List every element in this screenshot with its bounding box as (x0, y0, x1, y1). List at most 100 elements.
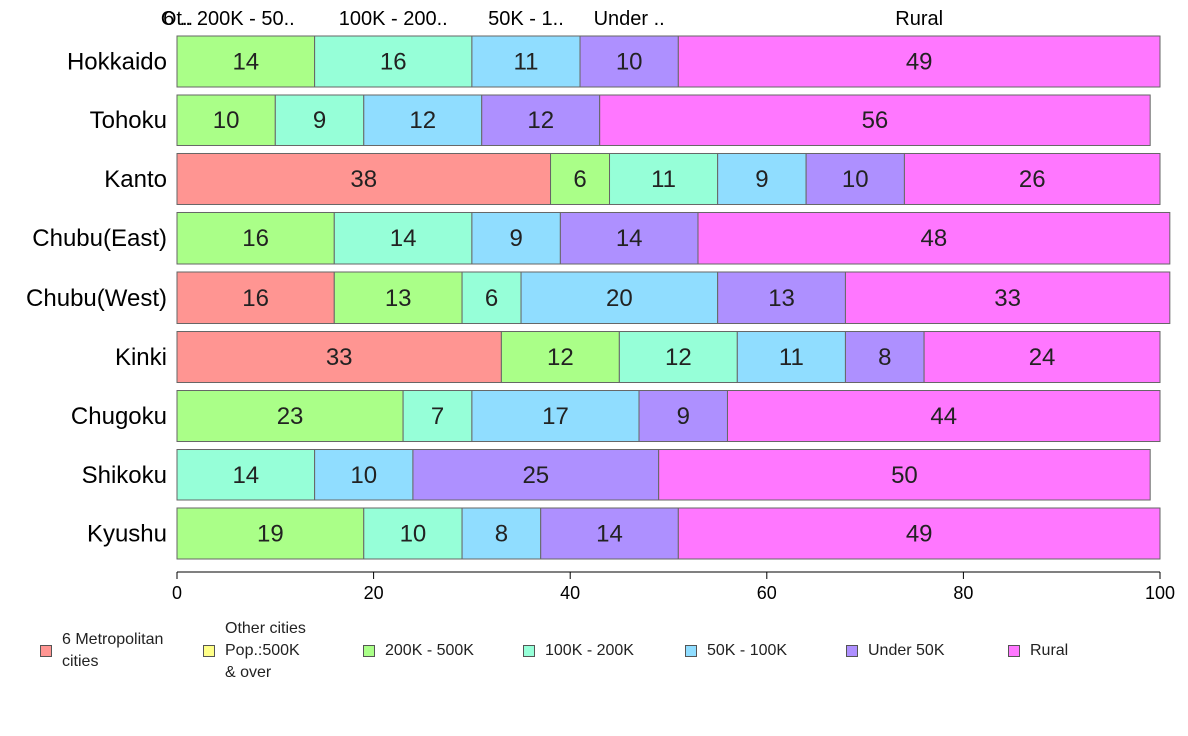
bar-segment (736, 331, 846, 384)
bar-segment (363, 94, 483, 146)
bar-segment (844, 271, 1171, 325)
category-label: Kinki (115, 344, 167, 371)
x-tick-label: 20 (364, 583, 384, 603)
bar-segment (550, 152, 611, 205)
bar-segment (540, 507, 679, 560)
segment-value-label: 12 (547, 344, 574, 371)
legend-item: 200K - 500K (363, 618, 474, 684)
bar-segment (481, 94, 601, 146)
legend-swatch (1008, 645, 1020, 657)
x-tick-label: 100 (1145, 583, 1175, 603)
legend-swatch (846, 645, 858, 657)
legend-label: Other cities Pop.:500K & over (225, 620, 306, 681)
segment-value-label: 13 (385, 285, 412, 312)
segment-value-label: 26 (1019, 166, 1046, 193)
segment-value-label: 16 (242, 285, 269, 312)
bar-segment (677, 507, 1161, 560)
bar-segment (500, 331, 620, 384)
bar-segment (658, 449, 1151, 501)
segment-value-label: 8 (878, 344, 891, 371)
bar-segment (176, 211, 335, 265)
segment-value-label: 14 (596, 521, 623, 548)
column-header-label: 100K - 200.. (339, 8, 448, 30)
bar-segment (599, 94, 1151, 146)
top-labels-layer: 6 ..Ot.. 200K - 50.. 100K - 200.. 50K - 1..… (161, 8, 943, 30)
bar-segment (903, 152, 1161, 205)
bar-segment (717, 152, 807, 205)
legend-label: 50K - 100K (707, 642, 788, 659)
segment-value-label: 17 (542, 403, 569, 430)
x-axis: 0 20 40 60 80 100 (172, 571, 1175, 603)
bars-layer: Hokkaido 14 16 11 10 49 Tohoku 10 9 12 12 56 Kanto 38… (26, 35, 1171, 560)
bar-segment (559, 211, 699, 265)
bar-segment (726, 390, 1161, 443)
stacked-bar-chart: Hokkaido 14 16 11 10 49 Tohoku 10 9 12 12 56 Kanto 38… (26, 8, 1175, 603)
segment-value-label: 16 (380, 49, 407, 76)
segment-value-label: 7 (431, 403, 444, 430)
segment-value-label: 6 (485, 285, 498, 312)
legend-swatch (363, 645, 375, 657)
legend-label: 6 Metropolitan cities (62, 631, 164, 670)
column-header-label: Under .. (594, 8, 665, 30)
bar-segment (697, 211, 1171, 265)
segment-value-label: 38 (350, 166, 377, 193)
bar-segment (176, 94, 276, 146)
segment-value-label: 11 (651, 166, 676, 193)
segment-value-label: 6 (573, 166, 586, 193)
legend-item: 50K - 100K (685, 618, 787, 684)
bar-segment (677, 35, 1161, 88)
segment-value-label: 10 (842, 166, 869, 193)
bar-segment (471, 35, 581, 88)
segment-value-label: 19 (257, 521, 284, 548)
segment-value-label: 14 (232, 462, 259, 489)
bar-segment (471, 211, 561, 265)
segment-value-label: 33 (326, 344, 353, 371)
column-header-label: Ot.. (161, 8, 193, 30)
category-label: Kanto (104, 166, 167, 193)
segment-value-label: 49 (906, 521, 933, 548)
legend-item: Rural (1008, 618, 1068, 684)
bar-segment (333, 211, 473, 265)
segment-value-label: 20 (606, 285, 633, 312)
category-label: Shikoku (82, 462, 167, 489)
column-header-label: 6 .. (163, 8, 191, 30)
bar-segment (176, 331, 502, 384)
bar-segment (412, 449, 660, 501)
segment-value-label: 56 (862, 107, 889, 134)
segment-value-label: 16 (242, 225, 269, 252)
bar-segment (461, 507, 542, 560)
category-label: Tohoku (90, 107, 167, 134)
category-label: Chugoku (71, 403, 167, 430)
bar-segment (333, 271, 463, 325)
segment-value-label: 10 (616, 49, 643, 76)
legend-swatch (685, 645, 697, 657)
bar-segment (402, 390, 473, 443)
bar-segment (176, 35, 316, 88)
bar-segment (176, 390, 404, 443)
bar-segment (520, 271, 719, 325)
segment-value-label: 23 (277, 403, 304, 430)
segment-value-label: 50 (891, 462, 918, 489)
segment-value-label: 14 (232, 49, 259, 76)
column-header-label: 200K - 50.. (197, 8, 295, 30)
category-label: Kyushu (87, 521, 167, 548)
bar-segment (638, 390, 728, 443)
segment-value-label: 11 (779, 344, 804, 371)
segment-value-label: 9 (755, 166, 768, 193)
segment-value-label: 49 (906, 49, 933, 76)
x-tick-label: 40 (560, 583, 580, 603)
legend-label: 100K - 200K (545, 642, 634, 659)
x-tick-label: 80 (953, 583, 973, 603)
x-tick-label: 60 (757, 583, 777, 603)
bar-segment (579, 35, 679, 88)
column-header-label: Rural (895, 8, 943, 30)
bar-segment (923, 331, 1161, 384)
category-label: Hokkaido (67, 49, 167, 76)
legend-label: Rural (1030, 642, 1069, 659)
segment-value-label: 33 (994, 285, 1021, 312)
legend-item: Other cities Pop.:500K & over (203, 618, 306, 684)
segment-value-label: 12 (665, 344, 692, 371)
segment-value-label: 9 (313, 107, 326, 134)
bar-segment (176, 449, 316, 501)
segment-value-label: 11 (514, 49, 539, 76)
